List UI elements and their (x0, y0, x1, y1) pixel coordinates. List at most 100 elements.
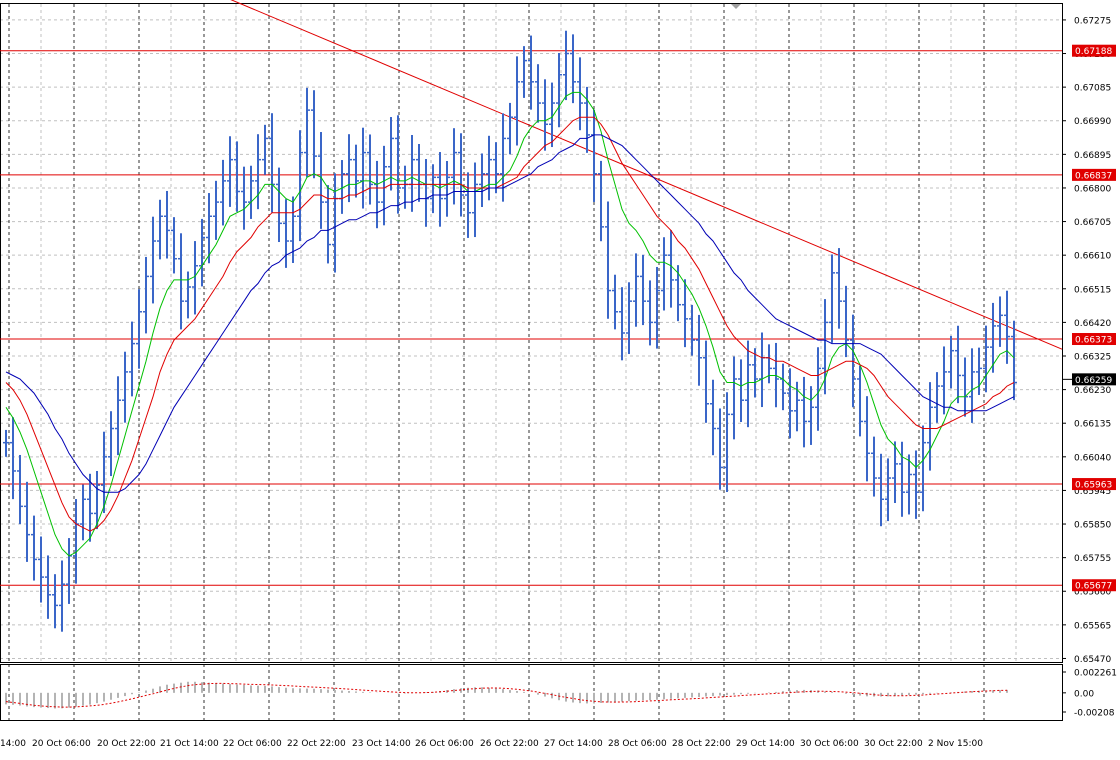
price-tick-label: 0.66515 (1074, 285, 1111, 295)
oscillator-tick-label: 0.002261 (1074, 669, 1117, 679)
price-tick-label: 0.67085 (1074, 84, 1111, 94)
price-bar (122, 351, 128, 423)
price-bar (430, 164, 436, 214)
price-bar (885, 458, 891, 522)
price-bar (724, 392, 730, 493)
price-tick-label: 0.66420 (1074, 319, 1111, 329)
price-bar (654, 266, 660, 349)
price-bar (696, 314, 702, 386)
price-bar (1004, 290, 1010, 364)
price-bar (563, 30, 569, 101)
price-bar (577, 57, 583, 131)
price-bar (367, 134, 373, 205)
level-tag (1072, 579, 1116, 592)
price-bar (836, 248, 842, 329)
moving-average-slow (5, 134, 1015, 493)
price-bar (976, 347, 982, 395)
price-bar (997, 296, 1003, 347)
price-bar (843, 285, 849, 358)
price-bar (220, 159, 226, 226)
price-bar (388, 117, 394, 191)
time-tick-label: 2 Nov 15:00 (928, 739, 983, 749)
price-bar (353, 144, 359, 198)
level-tag (1072, 333, 1116, 346)
price-bar (521, 46, 527, 98)
price-bars (3, 30, 1017, 632)
oscillator-tick-label: -0.00208 (1074, 709, 1115, 719)
price-tick-label: 0.66040 (1074, 453, 1111, 463)
price-bar (304, 87, 310, 178)
price-bar (815, 347, 821, 431)
price-bar (437, 152, 443, 227)
price-bar (38, 536, 44, 603)
price-bar (276, 167, 282, 243)
time-tick-label: 30 Oct 06:00 (800, 739, 859, 749)
price-bar (829, 254, 835, 343)
price-bar (458, 133, 464, 217)
price-bar (297, 130, 303, 242)
price-bar (745, 340, 751, 428)
price-bar (752, 348, 758, 398)
price-tick-label: 0.65850 (1074, 521, 1111, 531)
price-bar (864, 396, 870, 482)
price-bar (150, 216, 156, 304)
price-bar (17, 454, 23, 525)
price-bar (10, 417, 16, 500)
time-tick-label: 21 Oct 14:00 (160, 739, 219, 749)
time-tick-label: 20 Oct 06:00 (32, 739, 91, 749)
price-bar (584, 86, 590, 153)
price-bar (87, 473, 93, 542)
price-tick-label: 0.66135 (1074, 420, 1111, 430)
price-bar (857, 365, 863, 437)
level-tag-label: 0.66837 (1075, 171, 1112, 181)
price-bar (234, 141, 240, 212)
price-tick-label: 0.66610 (1074, 252, 1111, 262)
price-bar (241, 166, 247, 230)
price-bar (136, 289, 142, 369)
price-bar (283, 199, 289, 268)
price-bar (164, 190, 170, 259)
price-tick-label: 0.66230 (1074, 386, 1111, 396)
level-tag (1072, 478, 1116, 491)
price-bar (941, 346, 947, 415)
price-bar (899, 441, 905, 517)
level-tag (1072, 168, 1116, 181)
chart-shift-marker (731, 4, 741, 9)
price-bar (549, 82, 555, 148)
grid-lines (0, 4, 1062, 720)
moving-average-mid (5, 116, 1015, 532)
oscillator-signal-line (5, 682, 1008, 708)
price-bar (318, 132, 324, 229)
price-bar (934, 372, 940, 423)
time-tick-label: 30 Oct 22:00 (864, 739, 923, 749)
price-bar (955, 325, 961, 404)
price-bar (682, 279, 688, 348)
price-bar (535, 64, 541, 123)
price-bar (647, 280, 653, 346)
price-bar (178, 233, 184, 330)
price-bar (192, 241, 198, 315)
price-bar (633, 253, 639, 327)
price-bar (731, 356, 737, 440)
time-tick-label: 26 Oct 22:00 (480, 739, 539, 749)
price-bar (479, 153, 485, 208)
price-tick-label: 0.66800 (1074, 184, 1111, 194)
main-pane-frame (0, 3, 1063, 663)
price-bar (668, 230, 674, 308)
price-bar (472, 162, 478, 238)
price-bar (983, 325, 989, 393)
time-tick-label: 14:00 (0, 739, 26, 749)
price-bar (542, 79, 548, 151)
price-bar (3, 429, 9, 457)
price-bar (878, 453, 884, 527)
price-bar (906, 454, 912, 515)
price-bar (255, 134, 261, 210)
price-bar (703, 340, 709, 423)
price-bar (311, 90, 317, 179)
price-bar (262, 124, 268, 175)
time-tick-label: 28 Oct 06:00 (608, 739, 667, 749)
price-tick-label: 0.66990 (1074, 117, 1111, 127)
price-bar (129, 321, 135, 397)
